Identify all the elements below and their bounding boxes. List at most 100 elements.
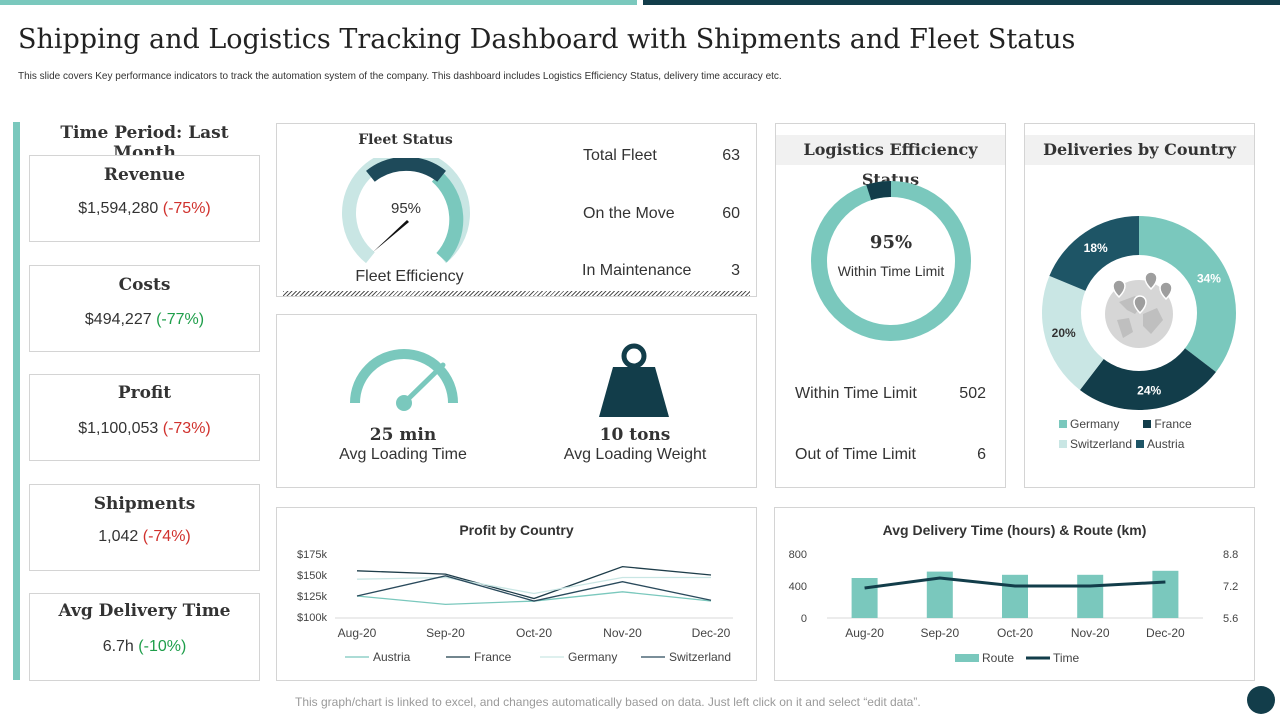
pie-label-germany: 34% bbox=[1197, 272, 1221, 286]
fleet-gauge-fill bbox=[431, 170, 464, 263]
kpi-value-row: 1,042 (-74%) bbox=[30, 528, 259, 546]
y-left-tick-label: 0 bbox=[801, 613, 807, 625]
legend-label-germany: Germany bbox=[568, 650, 617, 664]
profit-line-chart: $175k $150k $125k $100k Aug-20 Sep-20 Oct-20 No… bbox=[297, 549, 733, 664]
kpi-card-revenue: Revenue $1,594,280 (-75%) bbox=[29, 155, 260, 242]
fleet-row-total-label: Total Fleet bbox=[583, 147, 657, 164]
legend-swatch-route bbox=[955, 654, 979, 662]
y-tick-label: $100k bbox=[297, 612, 327, 624]
fleet-gauge-top-segment bbox=[366, 158, 446, 182]
fleet-gauge-label: Fleet Efficiency bbox=[355, 268, 464, 285]
deliveries-legend: Germany France Switzerland Austria bbox=[1059, 417, 1239, 451]
deliveries-title: Deliveries by Country bbox=[1025, 135, 1254, 165]
fleet-row-total-value: 63 bbox=[722, 147, 740, 164]
fleet-gauge-needle bbox=[373, 220, 409, 252]
fleet-status-title: Fleet Status bbox=[358, 132, 453, 148]
top-accent-dark bbox=[643, 0, 1280, 5]
pie-label-france: 24% bbox=[1137, 383, 1161, 397]
fleet-hatch-divider bbox=[283, 291, 750, 296]
kpi-label: Revenue bbox=[103, 165, 186, 185]
y-right-tick-label: 5.6 bbox=[1223, 613, 1238, 625]
legend-item-switzerland: Switzerland bbox=[1059, 437, 1132, 451]
x-tick-label: Aug-20 bbox=[845, 626, 884, 640]
kpi-value: 6.7h bbox=[102, 638, 134, 655]
page-title: Shipping and Logistics Tracking Dashboar… bbox=[18, 24, 1076, 55]
delivery-chart-title: Avg Delivery Time (hours) & Route (km) bbox=[882, 522, 1147, 538]
fleet-status-card: Fleet Status 95% Fleet Efficiency Total … bbox=[276, 123, 757, 297]
legend-label-time: Time bbox=[1053, 651, 1080, 665]
bar-nov-20 bbox=[1077, 574, 1104, 618]
kpi-change: (-77%) bbox=[156, 311, 205, 328]
y-tick-label: $150k bbox=[297, 570, 327, 582]
x-tick-label: Oct-20 bbox=[997, 626, 1033, 640]
kpi-value-row: $1,594,280 (-75%) bbox=[30, 200, 259, 218]
kpi-label: Profit bbox=[117, 383, 172, 403]
fleet-row-maint-label: In Maintenance bbox=[582, 262, 692, 279]
legend-label: Germany bbox=[1070, 417, 1120, 431]
loading-time-value: 25 min bbox=[369, 425, 437, 445]
series-line-switzerland bbox=[356, 575, 712, 602]
kpi-label: Avg Delivery Time bbox=[58, 601, 231, 621]
bar-oct-20 bbox=[1002, 574, 1028, 618]
legend-label-france: France bbox=[474, 650, 512, 664]
efficiency-card: Logistics Efficiency Status 95% Within T… bbox=[775, 123, 1006, 488]
speedometer-icon bbox=[350, 349, 458, 411]
kpi-side-accent bbox=[13, 122, 20, 680]
x-tick-label: Aug-20 bbox=[338, 626, 377, 640]
kpi-change: (-75%) bbox=[162, 200, 211, 217]
legend-label: Austria bbox=[1147, 437, 1185, 451]
legend-item-austria: Austria bbox=[1136, 437, 1184, 451]
world-map-icon bbox=[1105, 271, 1173, 348]
efficiency-row-out-label: Out of Time Limit bbox=[795, 446, 916, 463]
loading-time-label: Avg Loading Time bbox=[339, 446, 467, 463]
profit-chart-title: Profit by Country bbox=[459, 522, 574, 538]
kpi-change: (-73%) bbox=[162, 420, 211, 437]
efficiency-title: Logistics Efficiency Status bbox=[776, 135, 1005, 189]
efficiency-percent: 95% bbox=[869, 232, 913, 253]
x-tick-label: Sep-20 bbox=[920, 626, 959, 640]
kpi-card-avg-delivery: Avg Delivery Time 6.7h (-10%) bbox=[29, 593, 260, 681]
legend-item-germany: Germany bbox=[1059, 417, 1119, 431]
y-tick-label: $175k bbox=[297, 549, 327, 561]
top-accent-teal bbox=[0, 0, 637, 5]
kpi-value-row: 6.7h (-10%) bbox=[30, 638, 259, 656]
loading-weight-label: Avg Loading Weight bbox=[563, 446, 707, 463]
legend-label-austria: Austria bbox=[373, 650, 411, 664]
x-tick-label: Sep-20 bbox=[426, 626, 465, 640]
pie-label-switzerland: 20% bbox=[1052, 326, 1076, 340]
kpi-card-shipments: Shipments 1,042 (-74%) bbox=[29, 484, 260, 571]
series-line-france bbox=[356, 565, 712, 600]
fleet-row-maint-value: 3 bbox=[731, 262, 740, 279]
efficiency-row-out-value: 6 bbox=[977, 446, 986, 463]
loading-weight-value: 10 tons bbox=[599, 425, 671, 445]
kpi-value: $494,227 bbox=[84, 311, 152, 328]
fleet-row-move-label: On the Move bbox=[583, 205, 675, 222]
efficiency-row-within-label: Within Time Limit bbox=[795, 385, 917, 402]
kpi-change: (-10%) bbox=[138, 638, 187, 655]
delivery-chart-card: Avg Delivery Time (hours) & Route (km) 8… bbox=[774, 507, 1255, 681]
efficiency-donut bbox=[811, 180, 971, 341]
legend-label: Switzerland bbox=[1070, 437, 1133, 451]
x-tick-label: Nov-20 bbox=[603, 626, 642, 640]
efficiency-row-within-value: 502 bbox=[959, 385, 986, 402]
pie-label-austria: 18% bbox=[1084, 241, 1108, 255]
x-tick-label: Oct-20 bbox=[516, 626, 552, 640]
efficiency-donut-ring bbox=[811, 181, 971, 341]
fleet-row-move-value: 60 bbox=[722, 205, 740, 222]
legend-item-france: France bbox=[1143, 417, 1192, 431]
y-tick-label: $125k bbox=[297, 591, 327, 603]
kpi-change: (-74%) bbox=[142, 528, 191, 545]
kpi-label: Costs bbox=[118, 275, 171, 295]
series-line-germany bbox=[356, 576, 711, 595]
kpi-value: $1,100,053 bbox=[78, 420, 159, 437]
kpi-card-profit: Profit $1,100,053 (-73%) bbox=[29, 374, 260, 461]
kpi-card-costs: Costs $494,227 (-77%) bbox=[29, 265, 260, 352]
fleet-gauge bbox=[342, 158, 470, 264]
bar-aug-20 bbox=[851, 578, 878, 618]
deliveries-pie-chart: 34% 24% 20% 18% bbox=[1042, 216, 1236, 410]
page-subtitle: This slide covers Key performance indica… bbox=[18, 71, 782, 82]
legend-label-switzerland: Switzerland bbox=[669, 650, 731, 664]
series-line-time bbox=[864, 576, 1166, 590]
kpi-value: 1,042 bbox=[98, 528, 139, 545]
kpi-value-row: $1,100,053 (-73%) bbox=[30, 420, 259, 438]
